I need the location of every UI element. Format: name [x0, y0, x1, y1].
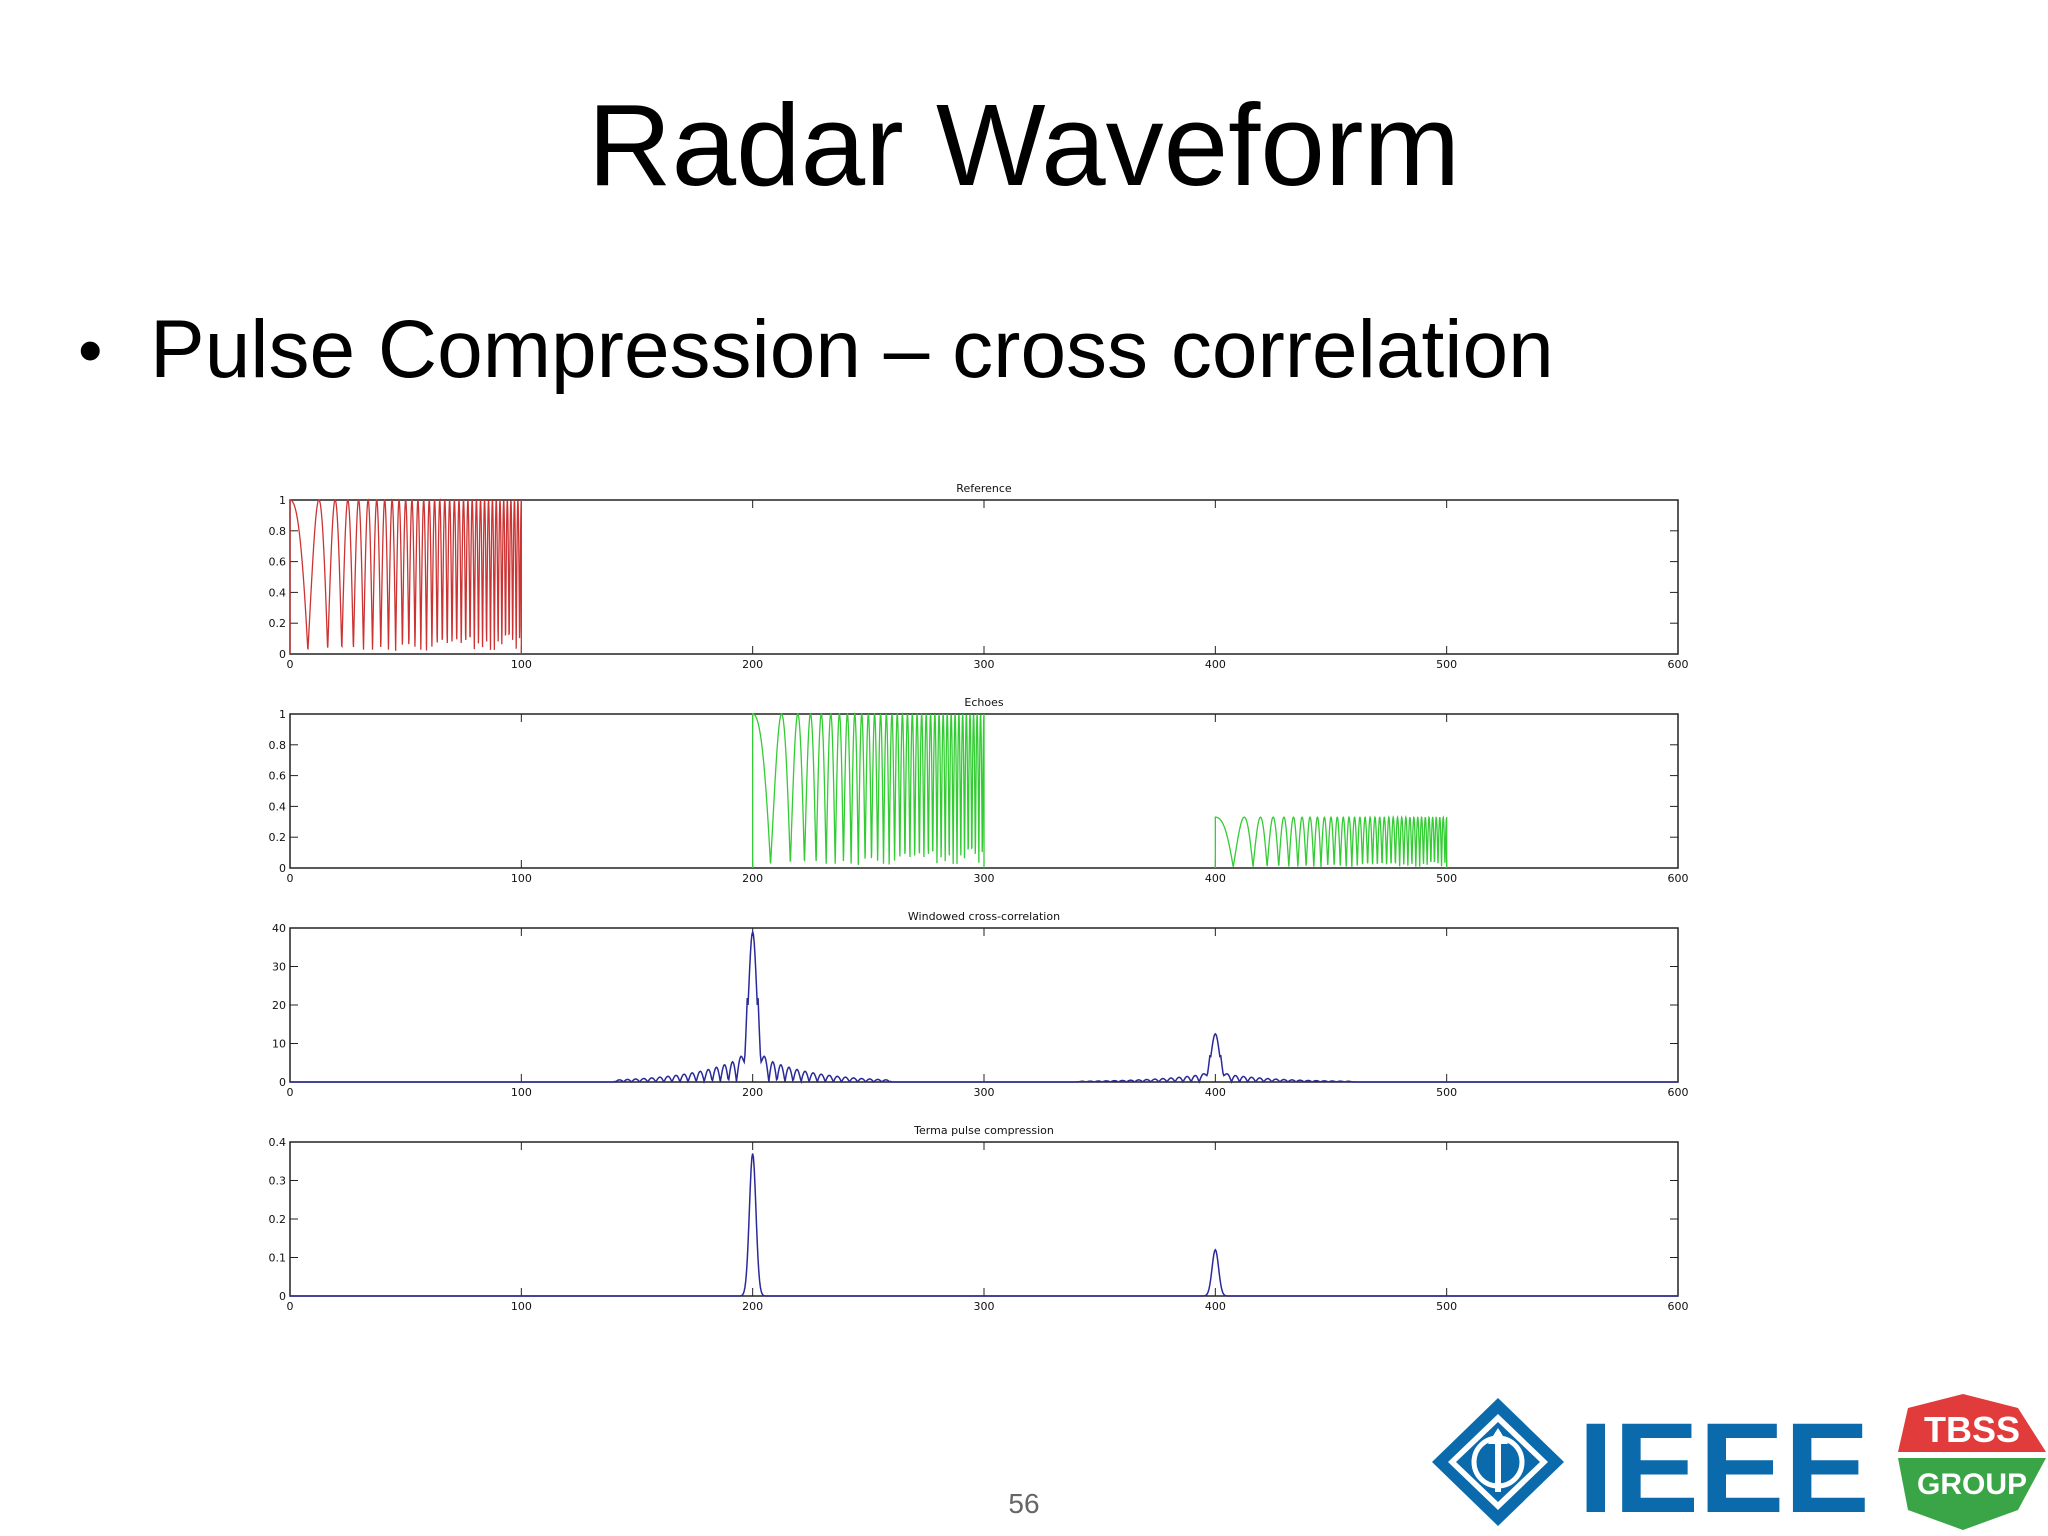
slide-title: Radar Waveform	[587, 80, 1461, 210]
x-tick-label: 100	[511, 1300, 532, 1313]
y-tick-label: 0.8	[269, 739, 287, 752]
tbss-badge: TBSS GROUP	[1898, 1394, 2046, 1530]
bullet-item: • Pulse Compression – cross correlation	[78, 300, 1554, 400]
x-tick-label: 200	[742, 1300, 763, 1313]
signal-trace	[289, 497, 522, 654]
x-tick-label: 300	[974, 872, 995, 885]
x-tick-label: 0	[287, 1300, 294, 1313]
x-tick-label: 200	[742, 872, 763, 885]
x-tick-label: 600	[1668, 1086, 1689, 1099]
subplot: Terma pulse compression 0 100 200 300 400 500 6…	[269, 1124, 1689, 1313]
ieee-diamond-icon	[1432, 1398, 1564, 1526]
plot-title: Echoes	[964, 696, 1003, 709]
y-tick-label: 0	[279, 648, 286, 661]
x-tick-label: 300	[974, 1300, 995, 1313]
x-tick-label: 0	[287, 1086, 294, 1099]
signal-trace	[752, 711, 985, 868]
y-tick-label: 0	[279, 1076, 286, 1089]
subplot: Echoes 0 100 200 300 400 500 600 0 0.2 0.4 0.6 0.8 1	[269, 696, 1689, 885]
y-tick-label: 0.4	[269, 800, 287, 813]
x-tick-label: 400	[1205, 1086, 1226, 1099]
subplot: Reference 0 100 200 300 400 500 600 0 0.2 0.4 0.6 0.…	[269, 482, 1689, 671]
plot-title: Windowed cross-correlation	[908, 910, 1060, 923]
x-tick-label: 500	[1436, 1086, 1457, 1099]
plot-frame	[289, 1141, 1679, 1297]
y-tick-label: 0.1	[269, 1252, 287, 1265]
y-tick-label: 40	[272, 922, 286, 935]
y-tick-label: 0.4	[269, 1136, 287, 1149]
tbss-text: TBSS	[1924, 1409, 2020, 1450]
y-tick-label: 1	[279, 494, 286, 507]
y-tick-label: 30	[272, 961, 286, 974]
x-tick-label: 600	[1668, 658, 1689, 671]
y-tick-label: 0.4	[269, 586, 287, 599]
signal-trace	[1214, 815, 1448, 868]
x-tick-label: 500	[1436, 1300, 1457, 1313]
x-tick-label: 100	[511, 658, 532, 671]
plot-title: Terma pulse compression	[913, 1124, 1054, 1137]
y-tick-label: 0	[279, 1290, 286, 1303]
bullet-icon: •	[78, 311, 103, 389]
y-tick-label: 0.8	[269, 525, 287, 538]
y-tick-label: 1	[279, 708, 286, 721]
x-tick-label: 0	[287, 872, 294, 885]
x-tick-label: 500	[1436, 872, 1457, 885]
signal-trace	[290, 929, 1678, 1085]
y-tick-label: 0.2	[269, 1213, 287, 1226]
x-tick-label: 600	[1668, 1300, 1689, 1313]
y-tick-label: 0.6	[269, 770, 287, 783]
group-text: GROUP	[1917, 1468, 2027, 1501]
y-tick-label: 0.2	[269, 617, 287, 630]
y-tick-label: 0	[279, 862, 286, 875]
x-tick-label: 400	[1205, 872, 1226, 885]
x-tick-label: 300	[974, 1086, 995, 1099]
x-tick-label: 300	[974, 658, 995, 671]
y-tick-label: 0.6	[269, 556, 287, 569]
x-tick-label: 200	[742, 658, 763, 671]
y-tick-label: 0.3	[269, 1175, 287, 1188]
x-tick-label: 500	[1436, 658, 1457, 671]
ieee-tbss-logo: IEEE TBSS GROUP	[1432, 1394, 2046, 1532]
x-tick-label: 0	[287, 658, 294, 671]
ieee-text: IEEE	[1578, 1397, 1870, 1532]
y-tick-label: 10	[272, 1038, 286, 1051]
plot-figure: Reference 0 100 200 300 400 500 600 0 0.2 0.4 0.6 0.…	[250, 470, 1710, 1330]
y-tick-label: 0.2	[269, 831, 287, 844]
x-tick-label: 200	[742, 1086, 763, 1099]
plot-title: Reference	[956, 482, 1012, 495]
bullet-text: Pulse Compression – cross correlation	[150, 304, 1554, 395]
signal-trace	[290, 1153, 1678, 1297]
x-tick-label: 100	[511, 872, 532, 885]
plot-frame	[289, 927, 1679, 1083]
x-tick-label: 400	[1205, 1300, 1226, 1313]
y-tick-label: 20	[272, 999, 286, 1012]
x-tick-label: 600	[1668, 872, 1689, 885]
x-tick-label: 400	[1205, 658, 1226, 671]
page-number: 56	[1008, 1488, 1040, 1519]
x-tick-label: 100	[511, 1086, 532, 1099]
